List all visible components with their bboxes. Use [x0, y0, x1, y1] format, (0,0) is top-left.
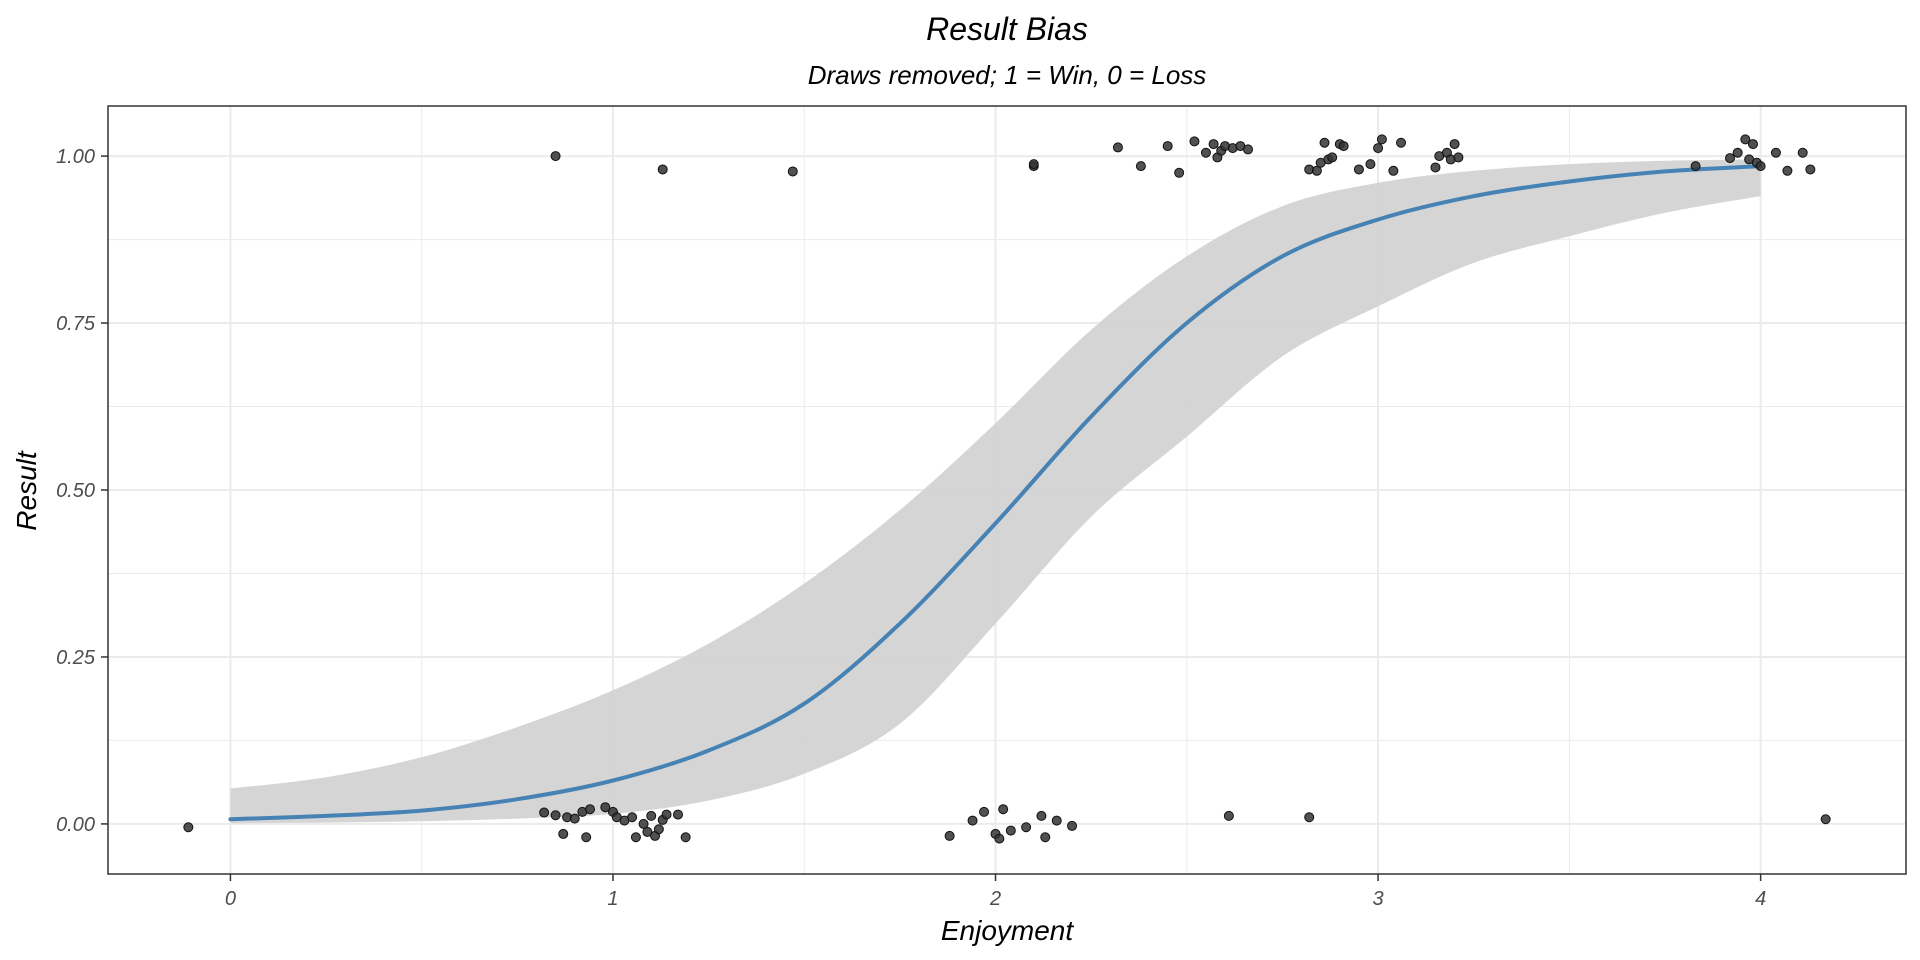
data-point	[646, 810, 657, 821]
y-tick-label: 0.75	[56, 313, 96, 335]
y-tick-label: 0.50	[56, 480, 95, 502]
data-point	[1820, 814, 1831, 825]
data-point	[1453, 152, 1464, 163]
x-tick-label: 4	[1755, 888, 1766, 910]
data-point	[1797, 147, 1808, 158]
x-tick-label: 3	[1373, 888, 1384, 910]
data-point	[1430, 162, 1441, 173]
confidence-ribbon	[230, 159, 1761, 824]
data-point	[1782, 165, 1793, 176]
data-point	[1740, 134, 1751, 145]
y-tick-label: 0.00	[56, 814, 95, 836]
data-point	[1338, 141, 1349, 152]
data-point	[539, 807, 550, 818]
data-point	[1005, 825, 1016, 836]
data-point	[1200, 147, 1211, 158]
data-point	[1051, 815, 1062, 826]
data-point	[979, 806, 990, 817]
data-point	[1732, 147, 1743, 158]
data-point	[638, 818, 649, 829]
confidence-ribbon-group	[230, 159, 1761, 824]
data-point	[1135, 161, 1146, 172]
chart-title: Result Bias	[926, 11, 1088, 47]
data-point	[550, 151, 561, 162]
data-point	[1396, 137, 1407, 148]
data-point	[642, 826, 653, 837]
data-point	[1327, 152, 1338, 163]
data-point	[1365, 159, 1376, 170]
data-point	[1747, 139, 1758, 150]
data-point	[1243, 144, 1254, 155]
x-axis: 0 1 2 3 4	[225, 874, 1766, 910]
data-point	[653, 824, 664, 835]
data-point	[998, 804, 1009, 815]
x-tick-label: 1	[607, 888, 618, 910]
points-group	[183, 134, 1831, 844]
fit-line	[228, 164, 1763, 822]
data-point	[967, 815, 978, 826]
data-point	[1311, 165, 1322, 176]
data-point	[1805, 164, 1816, 175]
data-point	[787, 166, 798, 177]
data-point	[1304, 812, 1315, 823]
x-tick-label: 0	[225, 888, 236, 910]
data-point	[1208, 139, 1219, 150]
data-point	[680, 832, 691, 843]
data-point	[1690, 161, 1701, 172]
data-point	[1028, 159, 1039, 170]
data-point	[1040, 832, 1051, 843]
data-point	[627, 812, 638, 823]
data-point	[558, 828, 569, 839]
data-point	[661, 809, 672, 820]
y-axis: 0.00 0.25 0.50 0.75 1.00	[56, 146, 108, 836]
data-point	[1036, 810, 1047, 821]
data-point	[569, 813, 580, 824]
data-point	[1373, 143, 1384, 154]
data-point	[1770, 147, 1781, 158]
data-point	[944, 830, 955, 841]
y-tick-label: 1.00	[56, 146, 95, 168]
data-point	[550, 810, 561, 821]
data-point	[1189, 136, 1200, 147]
data-point	[1162, 141, 1173, 152]
data-point	[1353, 164, 1364, 175]
x-tick-label: 2	[989, 888, 1001, 910]
data-point	[1755, 161, 1766, 172]
data-point	[994, 833, 1005, 844]
data-point	[581, 832, 592, 843]
data-point	[657, 164, 668, 175]
data-point	[1449, 139, 1460, 150]
data-point	[600, 802, 611, 813]
data-point	[1112, 142, 1123, 153]
data-point	[585, 804, 596, 815]
fit-line-group	[228, 164, 1763, 822]
data-point	[1725, 153, 1736, 164]
x-axis-title: Enjoyment	[941, 915, 1075, 946]
data-point	[1223, 810, 1234, 821]
data-point	[1067, 820, 1078, 831]
data-point	[183, 822, 194, 833]
data-point	[1021, 822, 1032, 833]
data-point	[1174, 167, 1185, 178]
chart-subtitle: Draws removed; 1 = Win, 0 = Loss	[808, 60, 1207, 90]
data-point	[673, 809, 684, 820]
data-point	[1388, 165, 1399, 176]
data-point	[630, 832, 641, 843]
y-tick-label: 0.25	[56, 647, 96, 669]
data-point	[1319, 137, 1330, 148]
y-axis-title: Result	[11, 450, 42, 531]
data-point	[1376, 134, 1387, 145]
